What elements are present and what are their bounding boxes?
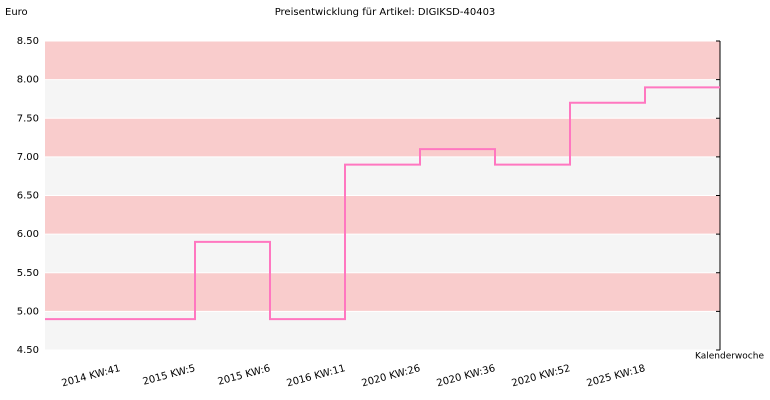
y-axis-label: Euro (5, 7, 28, 18)
x-tick-label: 2020 KW:52 (511, 363, 572, 389)
x-tick-label: 2016 KW:11 (286, 363, 347, 389)
band (45, 311, 720, 350)
y-tick-label: 7.00 (17, 152, 39, 163)
price-line (45, 86, 720, 321)
y-tick-label: 6.50 (17, 191, 39, 202)
band (45, 234, 720, 273)
band (45, 118, 720, 157)
x-tick-label: 2025 KW:18 (586, 363, 647, 389)
band (45, 272, 720, 312)
x-tick-label: 2020 KW:26 (361, 363, 422, 389)
band (45, 41, 720, 80)
chart-title: Preisentwicklung für Artikel: DIGIKSD-40… (275, 7, 496, 18)
x-axis-label: Kalenderwoche (695, 352, 764, 362)
x-tick-label: 2014 KW:41 (61, 363, 122, 389)
y-tick-label: 4.50 (17, 345, 39, 356)
y-tick-label: 5.50 (17, 268, 39, 279)
y-tick-label: 5.00 (17, 306, 39, 317)
band (45, 195, 720, 235)
band (45, 156, 720, 196)
x-tick-label: 2015 KW:5 (142, 363, 197, 388)
y-tick-label: 8.00 (17, 75, 39, 86)
y-tick-label: 7.50 (17, 113, 39, 124)
x-tick-label: 2015 KW:6 (217, 363, 272, 388)
y-tick-label: 8.50 (17, 36, 39, 47)
x-tick-label: 2020 KW:36 (436, 363, 497, 389)
y-tick-label: 6.00 (17, 229, 39, 240)
band (45, 79, 720, 119)
